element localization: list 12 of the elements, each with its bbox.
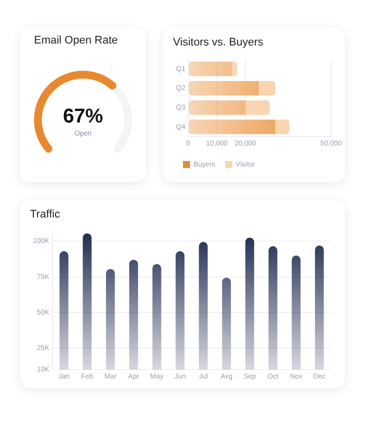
bar <box>232 62 238 76</box>
chart-title: Traffic <box>30 208 60 221</box>
bar <box>275 120 290 134</box>
bar <box>188 100 246 115</box>
bar <box>188 120 276 134</box>
bar <box>245 100 270 115</box>
bar <box>188 80 259 96</box>
chart-title: Email Open Rate <box>34 34 118 47</box>
bar <box>258 80 276 96</box>
data-label: 67% <box>62 105 104 128</box>
bar <box>188 62 232 76</box>
chart-title: Visitors vs. Buyers <box>173 36 264 49</box>
